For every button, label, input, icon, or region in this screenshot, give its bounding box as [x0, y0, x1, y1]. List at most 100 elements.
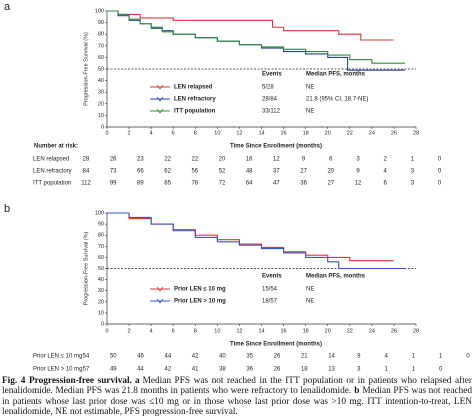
- caption: Fig. 4 Progression-free survival. a Median…: [2, 376, 472, 418]
- risk-count: 54: [83, 354, 90, 360]
- legend-header: Median PFS, months: [306, 274, 366, 280]
- legend-header: Median PFS, months: [306, 72, 366, 78]
- risk-count: 38: [219, 367, 226, 373]
- survival-curve: [107, 212, 405, 270]
- x-tick-label: 14: [258, 328, 264, 334]
- risk-row-label: Prior LEN > 10 mg: [33, 367, 83, 373]
- risk-count: 3: [411, 169, 415, 175]
- risk-count: 27: [327, 181, 334, 187]
- x-tick-label: 2: [128, 328, 131, 334]
- risk-count: 0: [466, 354, 470, 360]
- x-tick-label: 0: [105, 328, 108, 334]
- x-tick-label: 24: [369, 328, 375, 334]
- y-tick-label: 80: [98, 32, 104, 38]
- x-tick-label: 12: [236, 130, 242, 136]
- risk-count: 78: [191, 181, 198, 187]
- y-tick-label: 30: [98, 90, 104, 96]
- x-tick-label: 12: [236, 328, 242, 334]
- y-tick-label: 100: [95, 8, 104, 14]
- x-tick-label: 16: [281, 130, 287, 136]
- y-tick-label: 60: [98, 55, 104, 61]
- y-tick-label: 50: [98, 266, 104, 272]
- y-tick-label: 100: [95, 210, 104, 216]
- x-tick-label: 22: [347, 328, 353, 334]
- risk-count: 36: [300, 181, 307, 187]
- x-tick-label: 8: [194, 328, 197, 334]
- caption-text: b: [354, 386, 360, 397]
- risk-count: 16: [246, 157, 253, 163]
- y-tick-label: 30: [98, 288, 104, 294]
- y-tick-label: 10: [98, 310, 104, 316]
- y-tick-label: 20: [98, 101, 104, 107]
- x-tick-label: 20: [325, 328, 331, 334]
- risk-count: 20: [219, 157, 226, 163]
- risk-row-label: Prior LEN ≤ 10 mg: [33, 354, 82, 360]
- legend-header: Events: [262, 72, 282, 78]
- risk-count: 1: [411, 157, 415, 163]
- y-axis-label: Progression-Free Survival (%): [83, 32, 89, 106]
- legend-events: 33/112: [262, 109, 281, 115]
- risk-row-label: ITT population: [33, 181, 71, 187]
- risk-count: 1: [412, 354, 416, 360]
- risk-count: 35: [246, 354, 253, 360]
- risk-row-label: LEN relapsed: [33, 157, 69, 163]
- y-tick-label: 10: [98, 113, 104, 119]
- legend-label: Prior LEN ≤ 10 mg: [174, 287, 226, 293]
- risk-count: 27: [300, 169, 307, 175]
- y-axis-label: Progression-Free Survival (%): [83, 232, 89, 306]
- x-tick-label: 14: [258, 130, 264, 136]
- legend-median: NE: [306, 287, 314, 293]
- legend-label: LEN refractory: [174, 97, 216, 103]
- y-tick-label: 0: [101, 321, 104, 327]
- legend-label: LEN relapsed: [174, 85, 213, 91]
- x-tick-label: 24: [369, 130, 375, 136]
- x-tick-label: 26: [391, 328, 397, 334]
- risk-count: 0: [438, 181, 442, 187]
- risk-count: 64: [246, 181, 253, 187]
- panel-label: b: [4, 203, 10, 215]
- survival-curve: [107, 212, 394, 262]
- x-tick-label: 4: [150, 328, 153, 334]
- risk-count: 0: [438, 157, 442, 163]
- risk-count: 36: [246, 367, 253, 373]
- legend-header: Events: [262, 274, 282, 280]
- risk-count: 4: [384, 169, 388, 175]
- legend-label: Prior LEN > 10 mg: [174, 299, 226, 305]
- legend-median: NE: [306, 299, 314, 305]
- x-tick-label: 8: [194, 130, 197, 136]
- risk-count: 42: [165, 367, 172, 373]
- risk-count: 48: [246, 169, 253, 175]
- y-tick-label: 50: [98, 66, 104, 72]
- risk-count: 42: [192, 354, 199, 360]
- legend-marker: [156, 96, 164, 102]
- legend-marker: [156, 298, 164, 304]
- risk-count: 12: [355, 181, 362, 187]
- risk-count: 9: [356, 169, 360, 175]
- risk-count: 85: [164, 181, 171, 187]
- risk-count: 57: [83, 367, 90, 373]
- risk-count: 50: [110, 354, 117, 360]
- legend-events: 18/57: [262, 299, 278, 305]
- risk-count: 52: [219, 169, 226, 175]
- risk-title: Number at risk:: [34, 144, 78, 150]
- x-tick-label: 18: [303, 130, 309, 136]
- x-tick-label: 2: [128, 130, 131, 136]
- legend-label: ITT population: [174, 109, 216, 115]
- risk-count: 41: [192, 367, 199, 373]
- y-tick-label: 80: [98, 233, 104, 239]
- legend-marker: [156, 108, 164, 114]
- y-tick-label: 90: [98, 222, 104, 228]
- x-tick-label: 18: [303, 328, 309, 334]
- risk-count: 13: [328, 367, 335, 373]
- risk-count: 26: [274, 367, 281, 373]
- risk-count: 14: [328, 354, 335, 360]
- y-tick-label: 70: [98, 244, 104, 250]
- risk-count: 4: [384, 354, 388, 360]
- risk-count: 44: [137, 367, 144, 373]
- x-tick-label: 6: [172, 130, 175, 136]
- risk-count: 12: [273, 157, 280, 163]
- x-tick-label: 20: [325, 130, 331, 136]
- legend-median: NE: [306, 109, 314, 115]
- risk-count: 3: [357, 367, 361, 373]
